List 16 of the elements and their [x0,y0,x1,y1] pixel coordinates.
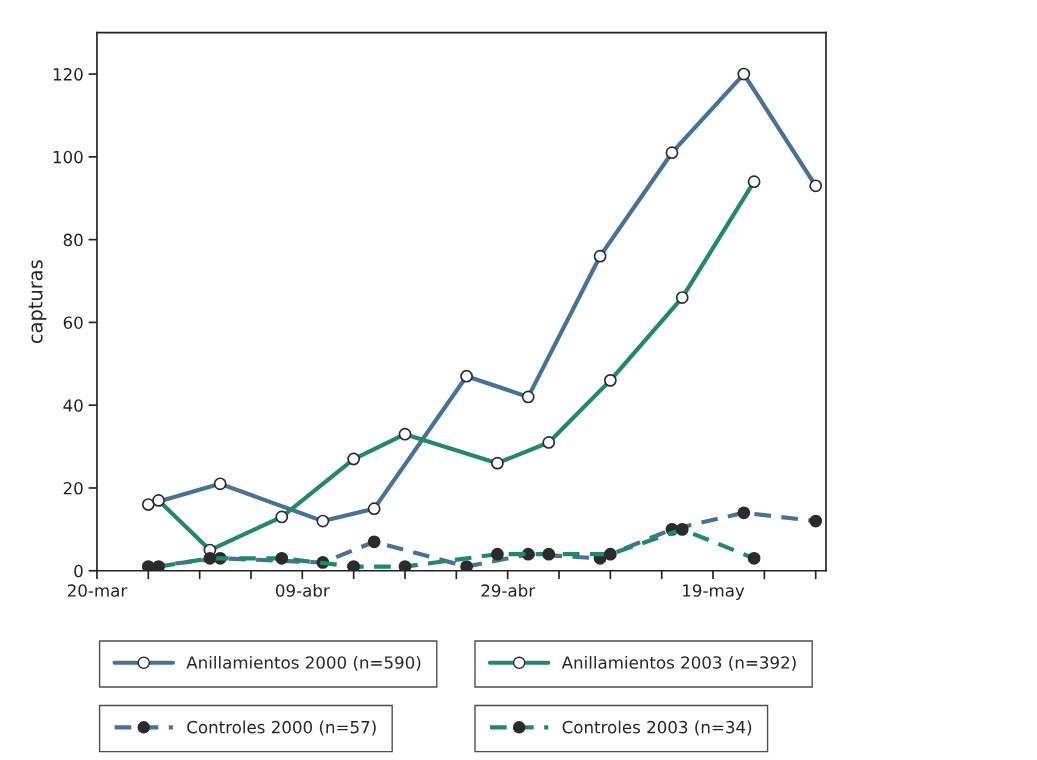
y-tick-label: 60 [63,316,83,329]
x-tick-label: 19-may [683,584,745,601]
y-axis-title: capturas [28,260,47,344]
legend-label: Anillamientos 2000 (n=590) [186,655,421,671]
y-tick-label: 40 [63,399,83,412]
y-tick-label: 20 [63,481,83,495]
legend-label: Controles 2003 (n=34) [562,720,752,736]
y-tick-label: 80 [63,233,83,247]
legend-label: Anillamientos 2003 (n=392) [561,655,796,671]
legend-label: Controles 2000 (n=57) [187,720,376,736]
x-tick-label: 09-abr [275,583,330,597]
y-tick-label: 100 [53,150,83,164]
y-tick-label: 120 [53,68,83,81]
x-tick-label: 29-abr [481,583,536,597]
y-tick-label: 0 [74,564,83,578]
x-tick-label: 20-mar [67,584,128,597]
